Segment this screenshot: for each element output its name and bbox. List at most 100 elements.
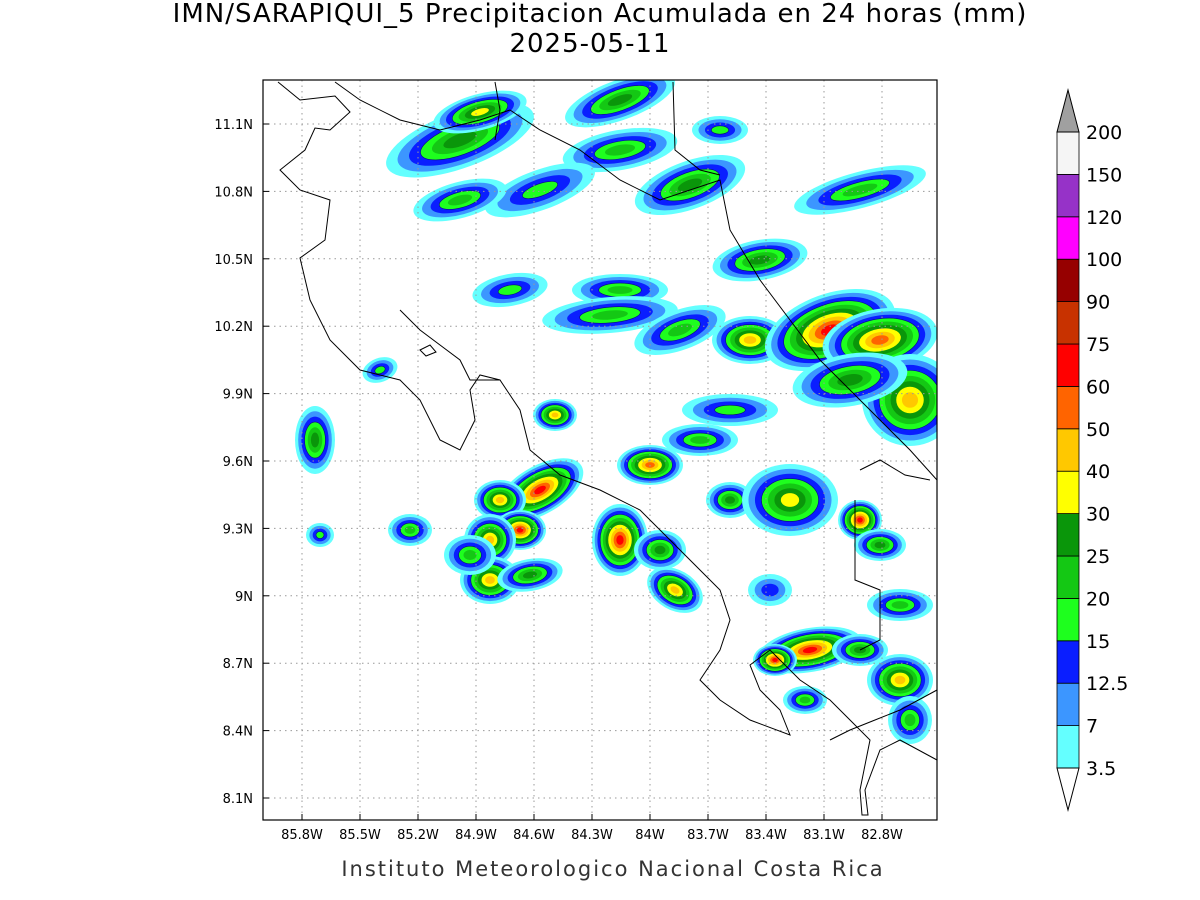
precip-cell [871, 335, 889, 345]
colorbar-label: 12.5 [1086, 673, 1128, 695]
precip-cell [904, 713, 916, 727]
precip-cell [592, 310, 628, 320]
lat-label: 9.3N [223, 522, 253, 537]
lat-label: 10.2N [214, 320, 253, 335]
precip-cell [310, 432, 320, 448]
colorbar-label: 30 [1086, 504, 1110, 526]
precip-cell [495, 496, 505, 504]
precip-cell [616, 535, 624, 545]
colorbar-swatch [1056, 598, 1080, 642]
lat-label: 8.1N [223, 792, 253, 807]
precip-cell [690, 436, 710, 444]
precip-cell [374, 365, 386, 375]
precip-field [295, 80, 937, 744]
precip-cell [901, 392, 919, 408]
colorbar-swatch [1056, 343, 1080, 387]
precip-cell [842, 183, 878, 197]
footer: Instituto Meteorologico Nacional Costa R… [341, 857, 884, 881]
colorbar-label: 50 [1086, 419, 1110, 441]
lon-label: 85.5W [339, 828, 381, 843]
colorbar-swatch [1056, 725, 1080, 769]
lat-label: 9.9N [223, 388, 253, 403]
colorbar-label: 75 [1086, 334, 1110, 356]
colorbar-label: 120 [1086, 207, 1122, 229]
date: 2025-05-11 [509, 29, 670, 59]
lon-label: 83.1W [803, 828, 845, 843]
precip-cell [874, 541, 886, 549]
lon-label: 85.8W [281, 828, 323, 843]
colorbar-label: 7 [1086, 716, 1098, 738]
precip-cell [668, 323, 692, 337]
precip-cell [551, 412, 559, 418]
colorbar-label: 60 [1086, 376, 1110, 398]
colorbar-swatch [1056, 470, 1080, 515]
colorbar-label: 15 [1086, 631, 1110, 653]
precip-cell [802, 646, 818, 654]
colorbar-over [1056, 88, 1080, 133]
precip-cell [891, 601, 909, 609]
lat-label: 11.1N [214, 118, 253, 133]
colorbar-label: 3.5 [1086, 758, 1116, 780]
lon-label: 82.8W [861, 828, 903, 843]
colorbar-label: 200 [1086, 122, 1122, 144]
colorbar-swatch [1056, 428, 1080, 472]
title: IMN/SARAPIQUI_5 Precipitacion Acumulada … [173, 0, 1028, 29]
map-frame [262, 79, 938, 821]
colorbar-label: 100 [1086, 249, 1122, 271]
lat-label: 9.6N [223, 455, 253, 470]
lon-label: 84W [635, 828, 665, 843]
precip-cell [894, 675, 906, 685]
lon-label: 83.4W [745, 828, 787, 843]
lon-label: 84.3W [571, 828, 613, 843]
lon-label: 84.9W [455, 828, 497, 843]
precip-cell [714, 404, 746, 416]
colorbar-label: 25 [1086, 546, 1110, 568]
precip-cell [315, 531, 325, 539]
colorbar-label: 90 [1086, 292, 1110, 314]
colorbar-swatch [1056, 301, 1080, 345]
colorbar-label: 150 [1086, 164, 1122, 186]
colorbar-swatch [1056, 682, 1080, 727]
colorbar-under [1056, 767, 1080, 812]
colorbar-label: 40 [1086, 461, 1110, 483]
precip-cell [463, 549, 477, 561]
precip-cell [607, 286, 633, 294]
precip-cell [772, 657, 778, 663]
lat-label: 9N [235, 590, 253, 605]
colorbar-swatch [1056, 258, 1080, 303]
precip-cell [534, 485, 546, 495]
precip-cell [749, 255, 771, 265]
precip-cell [780, 493, 800, 507]
lat-label: 8.7N [223, 657, 253, 672]
precip-cell [447, 194, 473, 206]
precip-cell [761, 583, 779, 597]
precip-cell [604, 144, 636, 156]
precip-cell [654, 545, 666, 555]
colorbar-swatch [1056, 513, 1080, 557]
lat-label: 10.8N [214, 185, 253, 200]
colorbar: 3.5 7 12.5 15 20 25 30 40 50 60 75 90 100 120 150 200 [1056, 88, 1128, 812]
colorbar-swatch [1056, 131, 1080, 175]
precip-cell [857, 517, 863, 523]
colorbar-swatch [1056, 555, 1080, 599]
precip-cell [443, 131, 477, 149]
precip-cell [485, 576, 495, 584]
lon-label: 84.6W [513, 828, 555, 843]
precip-cell [743, 336, 757, 344]
colorbar-label: 20 [1086, 588, 1110, 610]
precip-cell [497, 284, 523, 296]
colorbar-swatch [1056, 216, 1080, 260]
lat-label: 8.4N [223, 725, 253, 740]
lon-label: 85.2W [397, 828, 439, 843]
colorbar-swatch [1056, 640, 1080, 684]
colorbar-swatch [1056, 385, 1080, 430]
precip-cell [404, 526, 416, 534]
precip-cell [607, 94, 633, 106]
coastline [277, 81, 937, 816]
precip-cell [522, 571, 538, 579]
precip-cell [670, 586, 680, 594]
lat-label: 10.5N [214, 253, 253, 268]
precip-cell [799, 696, 811, 704]
lon-label: 83.7W [687, 828, 729, 843]
